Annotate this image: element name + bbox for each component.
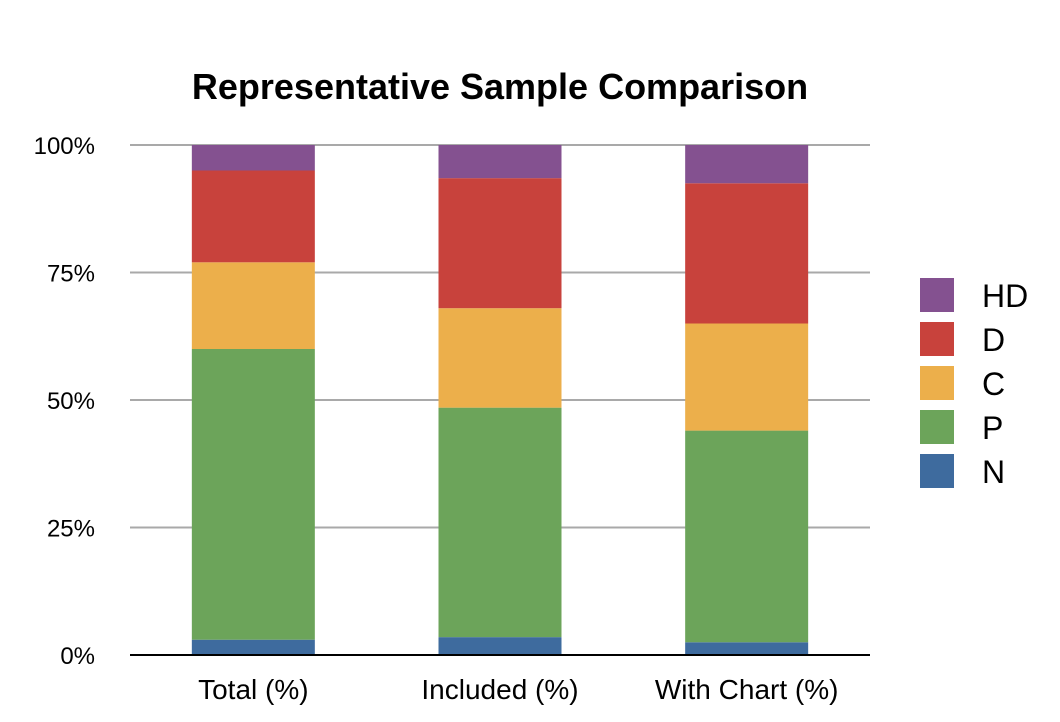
legend-swatch-c	[920, 366, 954, 400]
y-tick-label: 50%	[47, 388, 95, 415]
bar-segment-c	[191, 262, 315, 349]
y-tick-label: 75%	[47, 261, 95, 288]
y-tick-label: 100%	[34, 133, 95, 160]
legend-swatch-p	[920, 410, 954, 444]
bar-segment-n	[685, 642, 809, 655]
chart-title: Representative Sample Comparison	[191, 66, 809, 107]
legend-swatch-d	[920, 322, 954, 356]
y-tick-label: 0%	[60, 643, 95, 670]
legend-label-hd: HD	[982, 278, 1028, 314]
axes: 0% 25% 50% 75% 100% Total (%) Included (%) With…	[34, 133, 870, 705]
bar-segment-c	[438, 308, 562, 408]
legend-label-n: N	[982, 454, 1005, 490]
legend-swatch-hd	[920, 278, 954, 312]
x-category-label: Total (%)	[198, 674, 308, 705]
x-category-label: Included (%)	[421, 674, 578, 705]
bar-segment-p	[191, 349, 315, 640]
bars	[191, 145, 809, 655]
x-category-label: With Chart (%)	[655, 674, 839, 705]
bar-segment-p	[685, 430, 809, 643]
legend-label-d: D	[982, 322, 1005, 358]
bar-segment-d	[438, 178, 562, 309]
legend-label-p: P	[982, 410, 1003, 446]
bar-segment-hd	[685, 145, 809, 184]
bar-segment-d	[685, 183, 809, 324]
bar-segment-n	[438, 637, 562, 655]
bar-segment-c	[685, 323, 809, 431]
bar-segment-hd	[438, 145, 562, 179]
legend-swatch-n	[920, 454, 954, 488]
legend-label-c: C	[982, 366, 1005, 402]
bar-segment-n	[191, 639, 315, 655]
bar-segment-p	[438, 407, 562, 638]
bar-segment-hd	[191, 145, 315, 171]
y-tick-label: 25%	[47, 516, 95, 543]
bar-segment-d	[191, 170, 315, 263]
